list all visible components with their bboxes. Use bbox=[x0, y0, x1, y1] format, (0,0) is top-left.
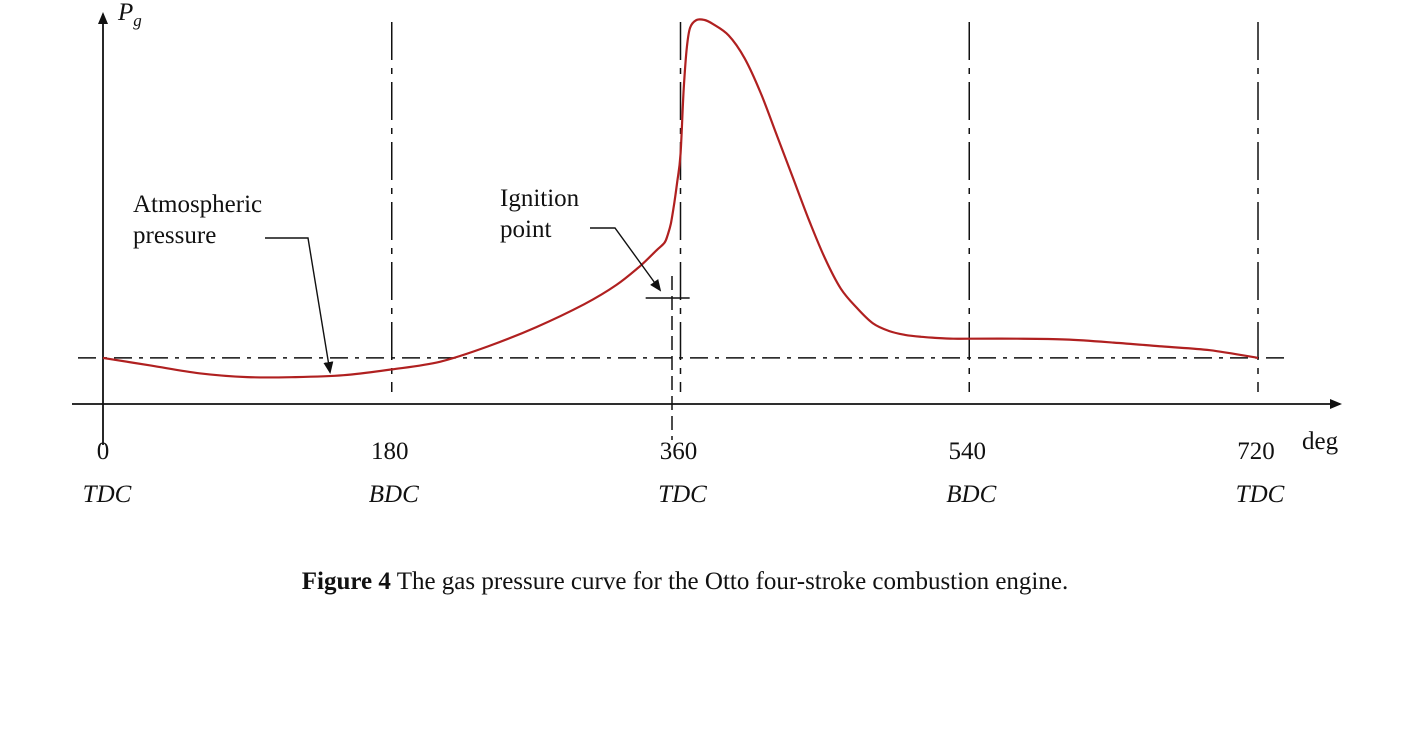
x-tick-label: 540 bbox=[949, 438, 987, 465]
pressure-curve bbox=[102, 18, 1259, 379]
annotation-text: pressure bbox=[133, 222, 216, 249]
y-axis-label-main: P bbox=[117, 0, 133, 26]
x-tick-sublabel: TDC bbox=[83, 481, 132, 508]
x-tick-label: 0 bbox=[97, 438, 110, 465]
pressure-chart: Pg deg 0 TDC 180 BDC 360 TDC 540 BDC 720 TDC Atmo… bbox=[72, 0, 1342, 508]
annotation-text: Atmospheric bbox=[133, 191, 262, 218]
figure-label: Figure 4 bbox=[301, 568, 391, 595]
y-axis-label-sub: g bbox=[133, 11, 142, 30]
caption-text: The gas pressure curve for the Otto four… bbox=[390, 568, 1069, 595]
x-tick-label: 180 bbox=[371, 438, 409, 465]
x-axis-unit: deg bbox=[1302, 428, 1339, 455]
x-tick-label: 360 bbox=[660, 438, 698, 465]
x-tick-label: 720 bbox=[1237, 438, 1275, 465]
figure-caption: Figure 4 The gas pressure curve for the … bbox=[0, 568, 1370, 596]
x-tick-sublabel: BDC bbox=[946, 481, 996, 508]
annotation-text: point bbox=[500, 216, 551, 243]
annotation-leader bbox=[265, 237, 334, 374]
x-tick-sublabel: TDC bbox=[658, 481, 707, 508]
x-tick-sublabel: TDC bbox=[1236, 481, 1285, 508]
annotation-leader bbox=[590, 227, 662, 292]
x-tick-sublabel: BDC bbox=[369, 481, 419, 508]
annotation-text: Ignition bbox=[500, 185, 580, 212]
ignition-crosshair bbox=[645, 276, 690, 440]
y-axis-label: Pg bbox=[117, 0, 142, 30]
